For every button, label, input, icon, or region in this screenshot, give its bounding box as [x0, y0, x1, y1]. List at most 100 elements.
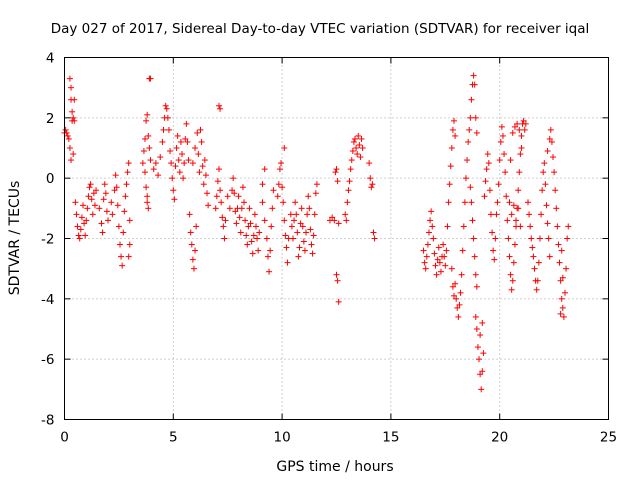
data-point	[198, 138, 205, 145]
data-point	[288, 223, 295, 230]
data-point	[124, 169, 131, 176]
data-point	[194, 129, 201, 136]
data-point	[170, 187, 177, 194]
data-point	[144, 193, 151, 200]
data-point	[559, 304, 566, 311]
data-point	[483, 166, 490, 173]
data-point	[467, 184, 474, 191]
data-point	[555, 241, 562, 248]
data-point	[217, 105, 224, 112]
x-tick-label: 10	[274, 430, 291, 446]
data-point	[464, 157, 471, 164]
data-point	[558, 247, 565, 254]
data-point	[502, 169, 509, 176]
data-point	[255, 247, 262, 254]
data-point	[424, 241, 431, 248]
data-point	[306, 205, 313, 212]
data-point	[281, 145, 288, 151]
data-point	[348, 157, 355, 164]
data-point	[202, 172, 209, 179]
data-point	[102, 190, 109, 197]
data-point	[449, 283, 456, 290]
data-point	[219, 214, 226, 221]
data-point	[526, 211, 533, 218]
data-point	[71, 96, 78, 103]
data-point	[441, 253, 448, 260]
data-point	[454, 304, 461, 311]
data-point	[247, 220, 254, 227]
data-point	[451, 292, 458, 299]
data-point	[473, 326, 480, 332]
data-point	[249, 250, 256, 257]
data-point	[548, 138, 555, 145]
data-point	[369, 181, 376, 188]
data-point	[299, 223, 306, 230]
data-point	[119, 262, 126, 269]
data-point	[295, 253, 302, 260]
data-point	[366, 160, 373, 167]
data-point	[307, 226, 314, 233]
data-point	[511, 241, 518, 248]
data-point	[291, 217, 298, 224]
data-point	[533, 286, 540, 293]
data-point	[456, 301, 463, 308]
data-point	[485, 160, 492, 167]
data-point	[233, 220, 240, 227]
data-point	[453, 295, 460, 302]
data-point	[125, 160, 132, 167]
data-point	[68, 157, 75, 164]
data-point	[184, 138, 191, 145]
data-point	[496, 157, 503, 164]
data-point	[142, 135, 149, 142]
data-point	[420, 247, 427, 254]
data-point	[293, 211, 300, 218]
data-point	[443, 247, 450, 254]
data-point	[493, 211, 500, 218]
data-point	[114, 202, 121, 209]
data-point	[558, 295, 565, 302]
data-point	[473, 283, 480, 290]
data-point	[432, 262, 439, 269]
data-point	[68, 84, 75, 91]
data-point	[491, 256, 498, 263]
data-point	[551, 169, 558, 176]
chart-title: Day 027 of 2017, Sidereal Day-to-day VTE…	[51, 21, 590, 37]
data-point	[539, 187, 546, 194]
data-point	[98, 220, 105, 227]
x-tick-label: 20	[491, 430, 508, 446]
data-point	[308, 241, 315, 248]
y-tick-label: -4	[41, 292, 54, 308]
data-point	[332, 169, 339, 176]
data-point	[506, 199, 513, 206]
data-point	[479, 368, 486, 375]
data-point	[479, 319, 486, 326]
data-point	[472, 114, 479, 121]
data-point	[243, 232, 250, 239]
data-point	[159, 138, 166, 145]
data-point	[355, 132, 362, 139]
data-point	[201, 157, 208, 164]
data-point	[214, 178, 221, 185]
data-point	[357, 154, 364, 161]
data-point	[353, 145, 360, 151]
data-point	[452, 280, 459, 287]
data-point	[96, 205, 103, 212]
data-point	[200, 181, 207, 188]
data-point	[472, 313, 479, 320]
data-point	[550, 154, 557, 161]
data-point	[516, 169, 523, 176]
data-point	[105, 217, 112, 224]
data-point	[346, 178, 353, 185]
data-point	[142, 169, 149, 176]
data-point	[241, 199, 248, 206]
y-tick-label: 2	[46, 111, 55, 127]
grid-lines	[64, 57, 609, 420]
data-point	[560, 313, 567, 320]
data-point	[66, 75, 73, 82]
data-point	[557, 277, 564, 284]
data-point	[477, 332, 484, 339]
data-point	[559, 274, 566, 281]
data-point	[494, 199, 501, 206]
data-point	[528, 235, 535, 242]
